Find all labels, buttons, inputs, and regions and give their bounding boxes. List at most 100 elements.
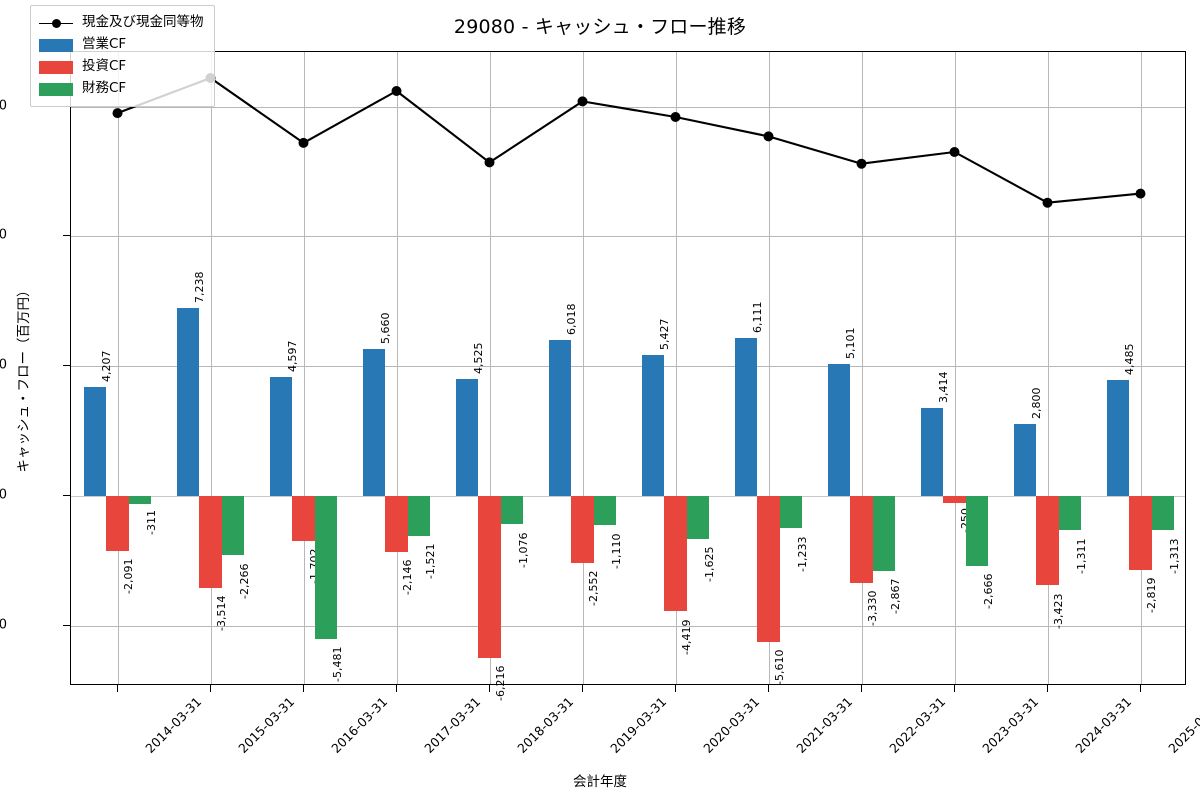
bar-operating-7[interactable]: [735, 337, 758, 497]
bar-operating-11[interactable]: [1107, 379, 1130, 497]
gridline-x-11: [1141, 52, 1142, 684]
y-tick-mark: [63, 365, 70, 367]
legend-label: 現金及び現金同等物: [82, 14, 204, 31]
bar-operating-10[interactable]: [1014, 423, 1037, 497]
x-tick-mark: [675, 685, 676, 692]
gridline-x-7: [769, 52, 770, 684]
x-tick-label: 2019-03-31: [606, 694, 669, 756]
legend-label: 営業CF: [82, 36, 127, 53]
gridline-y-10000: [71, 236, 1185, 238]
bar-financing-8[interactable]: [872, 496, 895, 571]
x-tick-label: 2017-03-31: [420, 694, 483, 756]
cash-marker-8[interactable]: [856, 158, 867, 169]
cash-marker-9[interactable]: [949, 147, 960, 157]
bar-operating-1[interactable]: [177, 308, 200, 497]
x-tick-mark: [303, 685, 304, 692]
legend-color-swatch: [39, 82, 73, 96]
bar-operating-0[interactable]: [84, 387, 107, 497]
bar-financing-11[interactable]: [1151, 496, 1174, 531]
legend-line-marker-icon: [39, 17, 73, 30]
legend-item-0[interactable]: 現金及び現金同等物: [39, 12, 204, 34]
bar-investing-1[interactable]: [199, 496, 222, 588]
x-tick-label: 2015-03-31: [234, 694, 297, 756]
cash-marker-2[interactable]: [298, 137, 309, 148]
bar-investing-0[interactable]: [106, 496, 129, 551]
bar-operating-6[interactable]: [642, 355, 665, 497]
bar-investing-5[interactable]: [571, 496, 594, 563]
gridline-x-9: [955, 52, 956, 684]
cash-marker-6[interactable]: [670, 112, 681, 122]
bar-financing-7[interactable]: [779, 496, 802, 529]
chart-legend[interactable]: 現金及び現金同等物 営業CF 投資CF 財務CF: [30, 5, 215, 107]
y-tick-label: -5,000: [0, 617, 7, 633]
cash-marker-4[interactable]: [484, 157, 495, 168]
bar-financing-3[interactable]: [407, 496, 430, 536]
y-tick-mark: [63, 625, 70, 627]
y-tick-label: 5,000: [0, 357, 7, 373]
gridline-y--5000: [71, 626, 1185, 628]
x-tick-label: 2018-03-31: [513, 694, 576, 756]
bar-investing-2[interactable]: [292, 496, 315, 541]
x-tick-mark: [1140, 685, 1141, 692]
x-tick-label: 2025-03-31: [1164, 694, 1200, 756]
bar-investing-10[interactable]: [1036, 496, 1059, 586]
x-tick-label: 2023-03-31: [978, 694, 1041, 756]
gridline-y-15000: [71, 106, 1185, 108]
x-tick-mark: [117, 685, 118, 692]
bar-investing-7[interactable]: [757, 496, 780, 643]
bar-financing-10[interactable]: [1058, 496, 1081, 531]
bar-investing-9[interactable]: [943, 496, 966, 503]
cash-line-markers: [112, 73, 1146, 208]
cash-marker-5[interactable]: [577, 96, 588, 107]
y-tick-mark: [63, 235, 70, 237]
bar-operating-5[interactable]: [549, 339, 572, 497]
bar-financing-0[interactable]: [128, 496, 151, 505]
bar-operating-8[interactable]: [828, 363, 851, 497]
bar-operating-4[interactable]: [456, 378, 479, 497]
legend-color-swatch: [39, 38, 73, 52]
bar-operating-9[interactable]: [921, 407, 944, 497]
x-tick-label: 2021-03-31: [792, 694, 855, 756]
bar-investing-11[interactable]: [1129, 496, 1152, 570]
bar-operating-3[interactable]: [363, 349, 386, 497]
bar-investing-3[interactable]: [385, 496, 408, 553]
x-tick-mark: [396, 685, 397, 692]
legend-item-1[interactable]: 営業CF: [39, 34, 204, 56]
bar-financing-6[interactable]: [686, 496, 709, 539]
gridline-x-10: [1048, 52, 1049, 684]
gridline-y-5000: [71, 366, 1185, 368]
bar-financing-5[interactable]: [593, 496, 616, 526]
bar-financing-4[interactable]: [500, 496, 523, 525]
bar-financing-1[interactable]: [221, 496, 244, 556]
gridline-x-5: [583, 52, 584, 684]
cash-marker-11[interactable]: [1135, 188, 1146, 199]
cash-marker-0[interactable]: [112, 108, 123, 119]
cash-marker-10[interactable]: [1042, 197, 1053, 208]
gridline-x-4: [490, 52, 491, 684]
bar-financing-2[interactable]: [314, 496, 337, 639]
y-axis-label: キャッシュ・フロー（百万円）: [16, 283, 32, 473]
legend-label: 投資CF: [82, 58, 127, 75]
gridline-x-2: [304, 52, 305, 684]
cash-marker-7[interactable]: [763, 131, 774, 142]
x-axis-label: 会計年度: [573, 774, 627, 790]
cash-marker-3[interactable]: [391, 86, 402, 96]
x-tick-label: 2022-03-31: [885, 694, 948, 756]
x-tick-mark: [489, 685, 490, 692]
bar-financing-9[interactable]: [965, 496, 988, 566]
bar-investing-8[interactable]: [850, 496, 873, 583]
bar-investing-4[interactable]: [478, 496, 501, 658]
legend-item-2[interactable]: 投資CF: [39, 56, 204, 78]
plot-area: 4,207 7,238 4,597 5,660 4,525 6,018 5,427 6,111…: [70, 51, 1186, 701]
y-tick-mark: [63, 495, 70, 497]
bar-operating-2[interactable]: [270, 376, 293, 497]
chart-title: 29080 - キャッシュ・フロー推移: [453, 16, 747, 38]
bar-investing-6[interactable]: [664, 496, 687, 612]
x-tick-mark: [210, 685, 211, 692]
y-tick-label: 0: [0, 487, 7, 503]
gridline-y-0: [71, 496, 1185, 498]
cash-line-path: [116, 76, 1142, 204]
y-tick-label: 10,000: [0, 227, 7, 243]
legend-item-3[interactable]: 財務CF: [39, 78, 204, 100]
